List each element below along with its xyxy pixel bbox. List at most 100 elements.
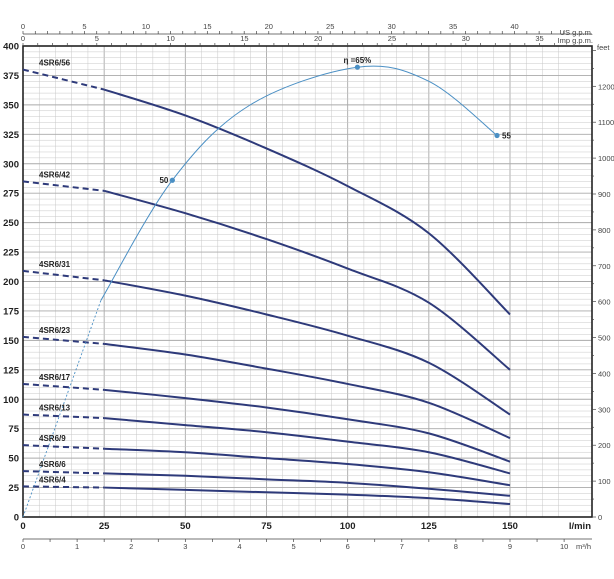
m3h-tick-label: 8 — [454, 542, 458, 551]
feet-tick-label: 1100 — [598, 118, 614, 127]
y-tick-label: 100 — [3, 395, 19, 406]
curve-label: 4SR6/23 — [39, 326, 71, 335]
y-tick-label: 0 — [14, 513, 19, 524]
m3h-axis-label: m³/h — [576, 542, 591, 551]
efficiency-marker — [169, 177, 175, 183]
m3h-tick-label: 5 — [291, 542, 295, 551]
curve-dashed-4SR6/6 — [22, 470, 105, 475]
curve-label: 4SR6/4 — [39, 475, 66, 484]
y-tick-label: 75 — [8, 424, 19, 435]
curve-4SR6/4 — [104, 486, 511, 506]
usgpm-tick-label: 30 — [387, 22, 395, 31]
efficiency-curve — [22, 64, 500, 518]
impgpm-tick-label: 25 — [388, 34, 396, 43]
y-tick-label: 125 — [3, 365, 20, 376]
feet-tick-label: 500 — [598, 334, 611, 343]
curve-4SR6/17 — [104, 388, 511, 463]
curve-4SR6/56 — [103, 88, 511, 316]
feet-tick-label: 1000 — [598, 154, 614, 163]
efficiency-marker — [354, 64, 361, 70]
y-tick-label: 25 — [8, 483, 19, 494]
impgpm-tick-label: 20 — [314, 34, 322, 43]
plot-frame — [22, 45, 593, 518]
impgpm-tick-label: 15 — [240, 34, 248, 43]
m3h-tick-label: 9 — [508, 542, 512, 551]
pump-curves — [22, 68, 511, 506]
efficiency-label: 55 — [502, 131, 511, 140]
usgpm-tick-label: 25 — [326, 22, 334, 31]
x-tick-label: 0 — [20, 521, 25, 532]
feet-tick-label: 1200 — [598, 82, 614, 91]
usgpm-tick-label: 10 — [142, 22, 150, 31]
curve-label: 4SR6/17 — [39, 373, 71, 382]
impgpm-axis-label: Imp g.p.m. — [558, 36, 593, 45]
y-tick-label: 275 — [3, 189, 20, 200]
grid — [22, 45, 592, 518]
usgpm-tick-label: 20 — [265, 22, 273, 31]
curve-dashed-4SR6/17 — [22, 382, 105, 391]
m3h-tick-label: 1 — [75, 542, 79, 551]
feet-tick-label: 200 — [598, 441, 611, 450]
curve-dashed-4SR6/56 — [22, 68, 105, 91]
x-tick-label: 100 — [340, 521, 356, 532]
usgpm-tick-label: 40 — [510, 22, 518, 31]
labels: 4SR6/56 4SR6/42 4SR6/31 4SR6/23 4SR6/17 4SR6/… — [39, 56, 511, 484]
curve-dashed-4SR6/4 — [22, 485, 105, 489]
curve-label: 4SR6/31 — [39, 260, 71, 269]
feet-tick-label: 0 — [598, 513, 602, 522]
usgpm-tick-label: 5 — [82, 22, 86, 31]
impgpm-tick-label: 10 — [166, 34, 174, 43]
impgpm-tick-label: 30 — [462, 34, 470, 43]
x-tick-label: 25 — [99, 521, 110, 532]
usgpm-axis-label: US g.p.m. — [560, 28, 593, 37]
usgpm-tick-label: 0 — [21, 22, 25, 31]
curve-4SR6/13 — [104, 417, 511, 475]
x-axis-label: l/min — [569, 521, 591, 532]
m3h-tick-label: 3 — [183, 542, 187, 551]
usgpm-tick-label: 35 — [449, 22, 457, 31]
curve-4SR6/6 — [104, 472, 511, 497]
m3h-tick-label: 4 — [237, 542, 241, 551]
y-tick-label: 175 — [3, 306, 20, 317]
m3h-tick-label: 10 — [560, 542, 568, 551]
y-tick-label: 350 — [3, 100, 19, 111]
curve-label: 4SR6/42 — [39, 170, 71, 179]
feet-tick-label: 900 — [598, 190, 611, 199]
curve-label: 4SR6/6 — [39, 460, 66, 469]
efficiency-label: η =65% — [344, 56, 372, 65]
axes: 0255075100125150175200225250275300325350… — [3, 22, 614, 551]
y-tick-label: 150 — [3, 336, 19, 347]
impgpm-tick-label: 35 — [535, 34, 543, 43]
m3h-tick-label: 7 — [400, 542, 404, 551]
impgpm-tick-label: 5 — [95, 34, 99, 43]
x-tick-label: 75 — [261, 521, 272, 532]
m3h-tick-label: 6 — [346, 542, 350, 551]
feet-tick-label: 400 — [598, 369, 611, 378]
impgpm-tick-label: 0 — [21, 34, 25, 43]
feet-tick-label: 600 — [598, 298, 611, 307]
y-tick-label: 400 — [3, 42, 19, 53]
curve-4SR6/9 — [104, 447, 511, 487]
usgpm-tick-label: 15 — [203, 22, 211, 31]
feet-tick-label: 100 — [598, 477, 611, 486]
m3h-tick-label: 0 — [21, 542, 25, 551]
curve-dashed-4SR6/9 — [22, 444, 105, 450]
curve-dashed-4SR6/13 — [22, 413, 105, 420]
curve-label: 4SR6/9 — [39, 434, 66, 443]
curve-dashed-4SR6/23 — [22, 335, 105, 345]
curve-4SR6/31 — [103, 279, 511, 416]
y-tick-label: 225 — [3, 248, 20, 259]
y-tick-label: 300 — [3, 159, 19, 170]
curve-dashed-4SR6/42 — [22, 180, 105, 192]
curve-4SR6/23 — [104, 342, 511, 440]
feet-axis-label: feet — [597, 43, 610, 52]
feet-tick-label: 300 — [598, 405, 611, 414]
efficiency-marker — [494, 132, 500, 139]
y-tick-label: 200 — [3, 277, 19, 288]
feet-tick-label: 700 — [598, 262, 611, 271]
x-tick-label: 50 — [180, 521, 191, 532]
y-tick-label: 50 — [8, 454, 19, 465]
curve-4SR6/42 — [103, 189, 511, 371]
x-tick-label: 125 — [421, 521, 438, 532]
